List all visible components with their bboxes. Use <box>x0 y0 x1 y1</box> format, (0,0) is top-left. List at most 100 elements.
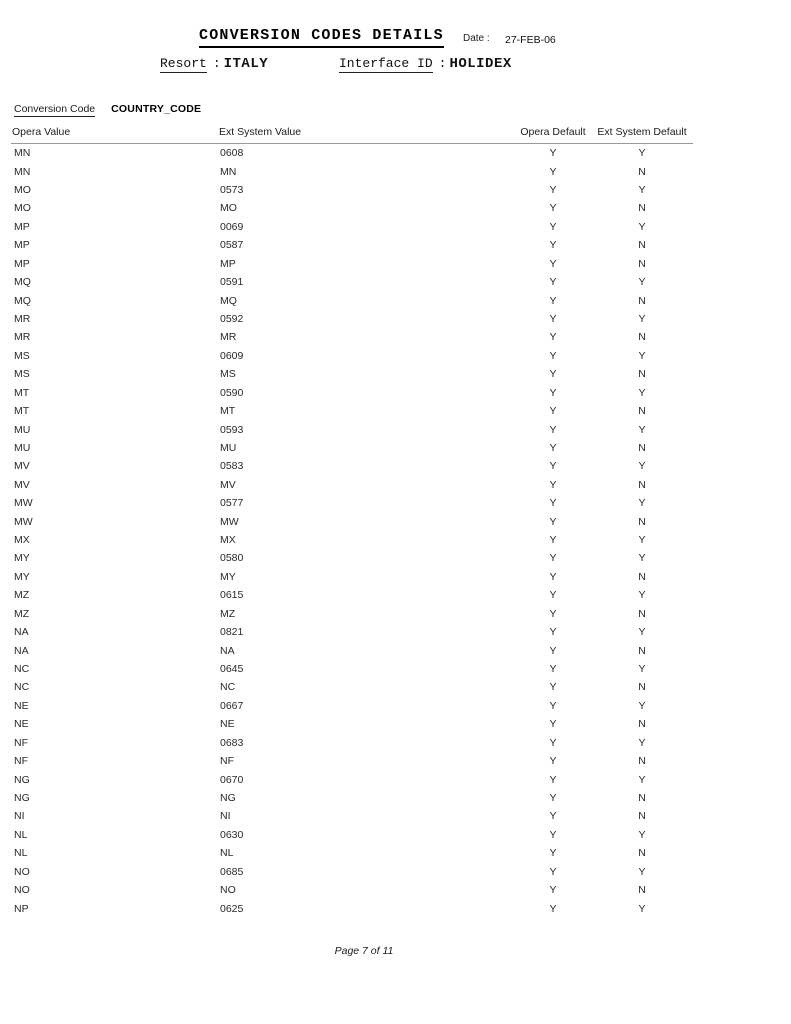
cell-ext-system-default: N <box>638 331 646 344</box>
cell-opera-value: MT <box>14 405 30 418</box>
cell-opera-default: Y <box>549 515 557 528</box>
cell-ext-system-value: NA <box>220 644 235 657</box>
cell-opera-value: MY <box>14 552 30 565</box>
resort-colon: : <box>212 56 221 71</box>
table-row: NE NE Y N <box>11 715 693 733</box>
cell-ext-system-value: 0590 <box>220 386 244 399</box>
cell-ext-system-value: NF <box>220 755 234 768</box>
cell-opera-value: MS <box>14 349 30 362</box>
cell-opera-value: MQ <box>14 276 31 289</box>
cell-opera-value: MO <box>14 184 31 197</box>
cell-opera-default: Y <box>549 663 557 676</box>
table-row: NI NI Y N <box>11 807 693 825</box>
cell-opera-value: NE <box>14 718 29 731</box>
cell-ext-system-value: MZ <box>220 607 236 620</box>
interface-id-field: Interface ID : HOLIDEX <box>339 56 512 73</box>
cell-ext-system-default: Y <box>638 313 646 325</box>
cell-ext-system-value: MW <box>220 515 239 528</box>
cell-opera-default: Y <box>549 699 557 712</box>
cell-ext-system-default: N <box>638 755 646 768</box>
cell-opera-default: Y <box>549 313 557 325</box>
table-row: MU 0593 Y Y <box>11 420 693 438</box>
cell-opera-default: Y <box>549 368 557 381</box>
table-row: NG NG Y N <box>11 789 693 807</box>
cell-ext-system-value: 0583 <box>220 460 244 473</box>
cell-opera-default: Y <box>549 460 557 473</box>
cell-opera-value: MS <box>14 368 30 381</box>
cell-opera-default: Y <box>549 552 557 565</box>
cell-opera-default: Y <box>549 147 557 160</box>
cell-opera-value: MW <box>14 497 33 510</box>
cell-ext-system-value: 0573 <box>220 184 244 197</box>
interface-id-value: HOLIDEX <box>449 56 512 72</box>
table-row: MR MR Y N <box>11 328 693 346</box>
cell-opera-value: MV <box>14 460 30 473</box>
table-row: MO MO Y N <box>11 199 693 217</box>
table-row: MP MP Y N <box>11 255 693 273</box>
table-row: MT MT Y N <box>11 402 693 420</box>
table-row: MS MS Y N <box>11 365 693 383</box>
table-row: NO 0685 Y Y <box>11 862 693 880</box>
cell-ext-system-value: 0685 <box>220 865 244 878</box>
cell-opera-value: MO <box>14 202 31 215</box>
cell-ext-system-default: Y <box>638 147 646 160</box>
cell-ext-system-default: N <box>638 257 646 270</box>
cell-opera-default: Y <box>549 607 557 620</box>
cell-opera-value: MY <box>14 570 30 583</box>
cell-opera-default: Y <box>549 534 557 547</box>
table-row: NL 0630 Y Y <box>11 826 693 844</box>
cell-opera-default: Y <box>549 718 557 731</box>
cell-ext-system-value: 0821 <box>220 626 244 639</box>
cell-opera-value: NO <box>14 884 30 897</box>
cell-ext-system-value: NG <box>220 791 236 804</box>
cell-ext-system-value: MR <box>220 331 237 344</box>
cell-ext-system-value: MU <box>220 441 237 454</box>
resort-field: Resort : ITALY <box>160 56 268 73</box>
cell-ext-system-default: N <box>638 202 646 215</box>
table-row: MQ MQ Y N <box>11 291 693 309</box>
table-row: MO 0573 Y Y <box>11 181 693 199</box>
table-row: NA NA Y N <box>11 641 693 659</box>
table-row: MU MU Y N <box>11 439 693 457</box>
column-header-ext-system-value: Ext System Value <box>219 126 302 138</box>
cell-ext-system-default: N <box>638 847 646 860</box>
cell-ext-system-default: Y <box>638 276 646 289</box>
table-body: MN 0608 Y Y MN MN Y N MO 0573 Y Y MO MO … <box>11 144 693 918</box>
cell-ext-system-value: 0615 <box>220 589 244 602</box>
cell-opera-default: Y <box>549 294 557 307</box>
page-number: Page 7 of 11 <box>334 945 394 957</box>
conversion-code-label: Conversion Code <box>14 103 96 117</box>
cell-opera-value: NP <box>14 902 29 915</box>
cell-ext-system-value: MS <box>220 368 236 381</box>
cell-opera-value: NF <box>14 736 28 749</box>
cell-ext-system-value: NI <box>220 810 231 823</box>
cell-opera-default: Y <box>549 570 557 583</box>
cell-ext-system-default: N <box>638 791 646 804</box>
table-row: NF 0683 Y Y <box>11 734 693 752</box>
cell-opera-default: Y <box>549 220 557 233</box>
cell-ext-system-value: 0593 <box>220 423 244 436</box>
cell-opera-value: MU <box>14 423 31 436</box>
cell-ext-system-default: N <box>638 681 646 694</box>
resort-label: Resort <box>160 56 207 73</box>
cell-ext-system-default: N <box>638 607 646 620</box>
cell-ext-system-value: NL <box>220 847 234 860</box>
table-row: NF NF Y N <box>11 752 693 770</box>
table-row: NP 0625 Y Y <box>11 899 693 917</box>
table-row: MV 0583 Y Y <box>11 457 693 475</box>
cell-opera-value: NE <box>14 699 29 712</box>
table-row: MX MX Y Y <box>11 531 693 549</box>
cell-ext-system-default: Y <box>638 773 646 786</box>
cell-ext-system-value: NE <box>220 718 235 731</box>
table-row: NC NC Y N <box>11 678 693 696</box>
cell-ext-system-value: 0608 <box>220 147 244 160</box>
cell-opera-default: Y <box>549 257 557 270</box>
cell-ext-system-default: Y <box>638 184 646 197</box>
cell-ext-system-default: Y <box>638 663 646 676</box>
cell-ext-system-default: Y <box>638 589 646 602</box>
cell-ext-system-value: 0667 <box>220 699 244 712</box>
cell-ext-system-default: Y <box>638 386 646 399</box>
cell-ext-system-value: 0587 <box>220 239 244 252</box>
cell-ext-system-default: Y <box>638 828 646 841</box>
